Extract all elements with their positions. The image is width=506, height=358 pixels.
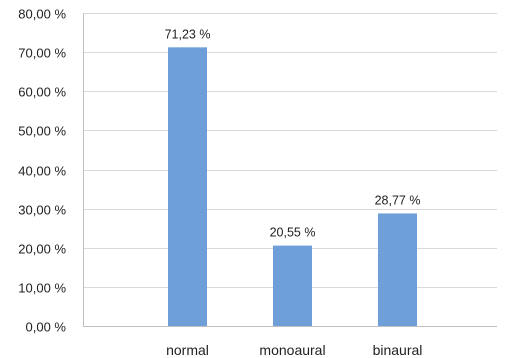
bars (168, 47, 417, 327)
y-tick-label: 80,00 % (18, 7, 66, 22)
y-tick-label: 50,00 % (18, 124, 66, 139)
y-tick-label: 0,00 % (26, 320, 67, 335)
y-tick-labels: 0,00 % 10,00 % 20,00 % 30,00 % 40,00 % 50,00 … (18, 7, 66, 335)
x-category-label: monoaural (259, 342, 325, 358)
y-tick-label: 30,00 % (18, 203, 66, 218)
data-label: 71,23 % (165, 27, 211, 41)
axes (83, 13, 497, 327)
y-tick-label: 60,00 % (18, 85, 66, 100)
bar-binaural (378, 213, 417, 326)
data-label: 20,55 % (270, 226, 316, 240)
bar-normal (168, 47, 207, 327)
y-tick-label: 70,00 % (18, 46, 66, 61)
data-label: 28,77 % (375, 193, 421, 207)
y-tick-label: 10,00 % (18, 281, 66, 296)
y-tick-label: 20,00 % (18, 242, 66, 257)
x-category-label: binaural (373, 342, 423, 358)
x-category-labels: normal monoaural binaural (166, 342, 422, 358)
grid-lines (83, 13, 497, 288)
data-labels: 71,23 % 20,55 % 28,77 % (165, 27, 421, 239)
bar-monoaural (273, 245, 312, 326)
y-tick-label: 40,00 % (18, 164, 66, 179)
x-category-label: normal (166, 342, 209, 358)
